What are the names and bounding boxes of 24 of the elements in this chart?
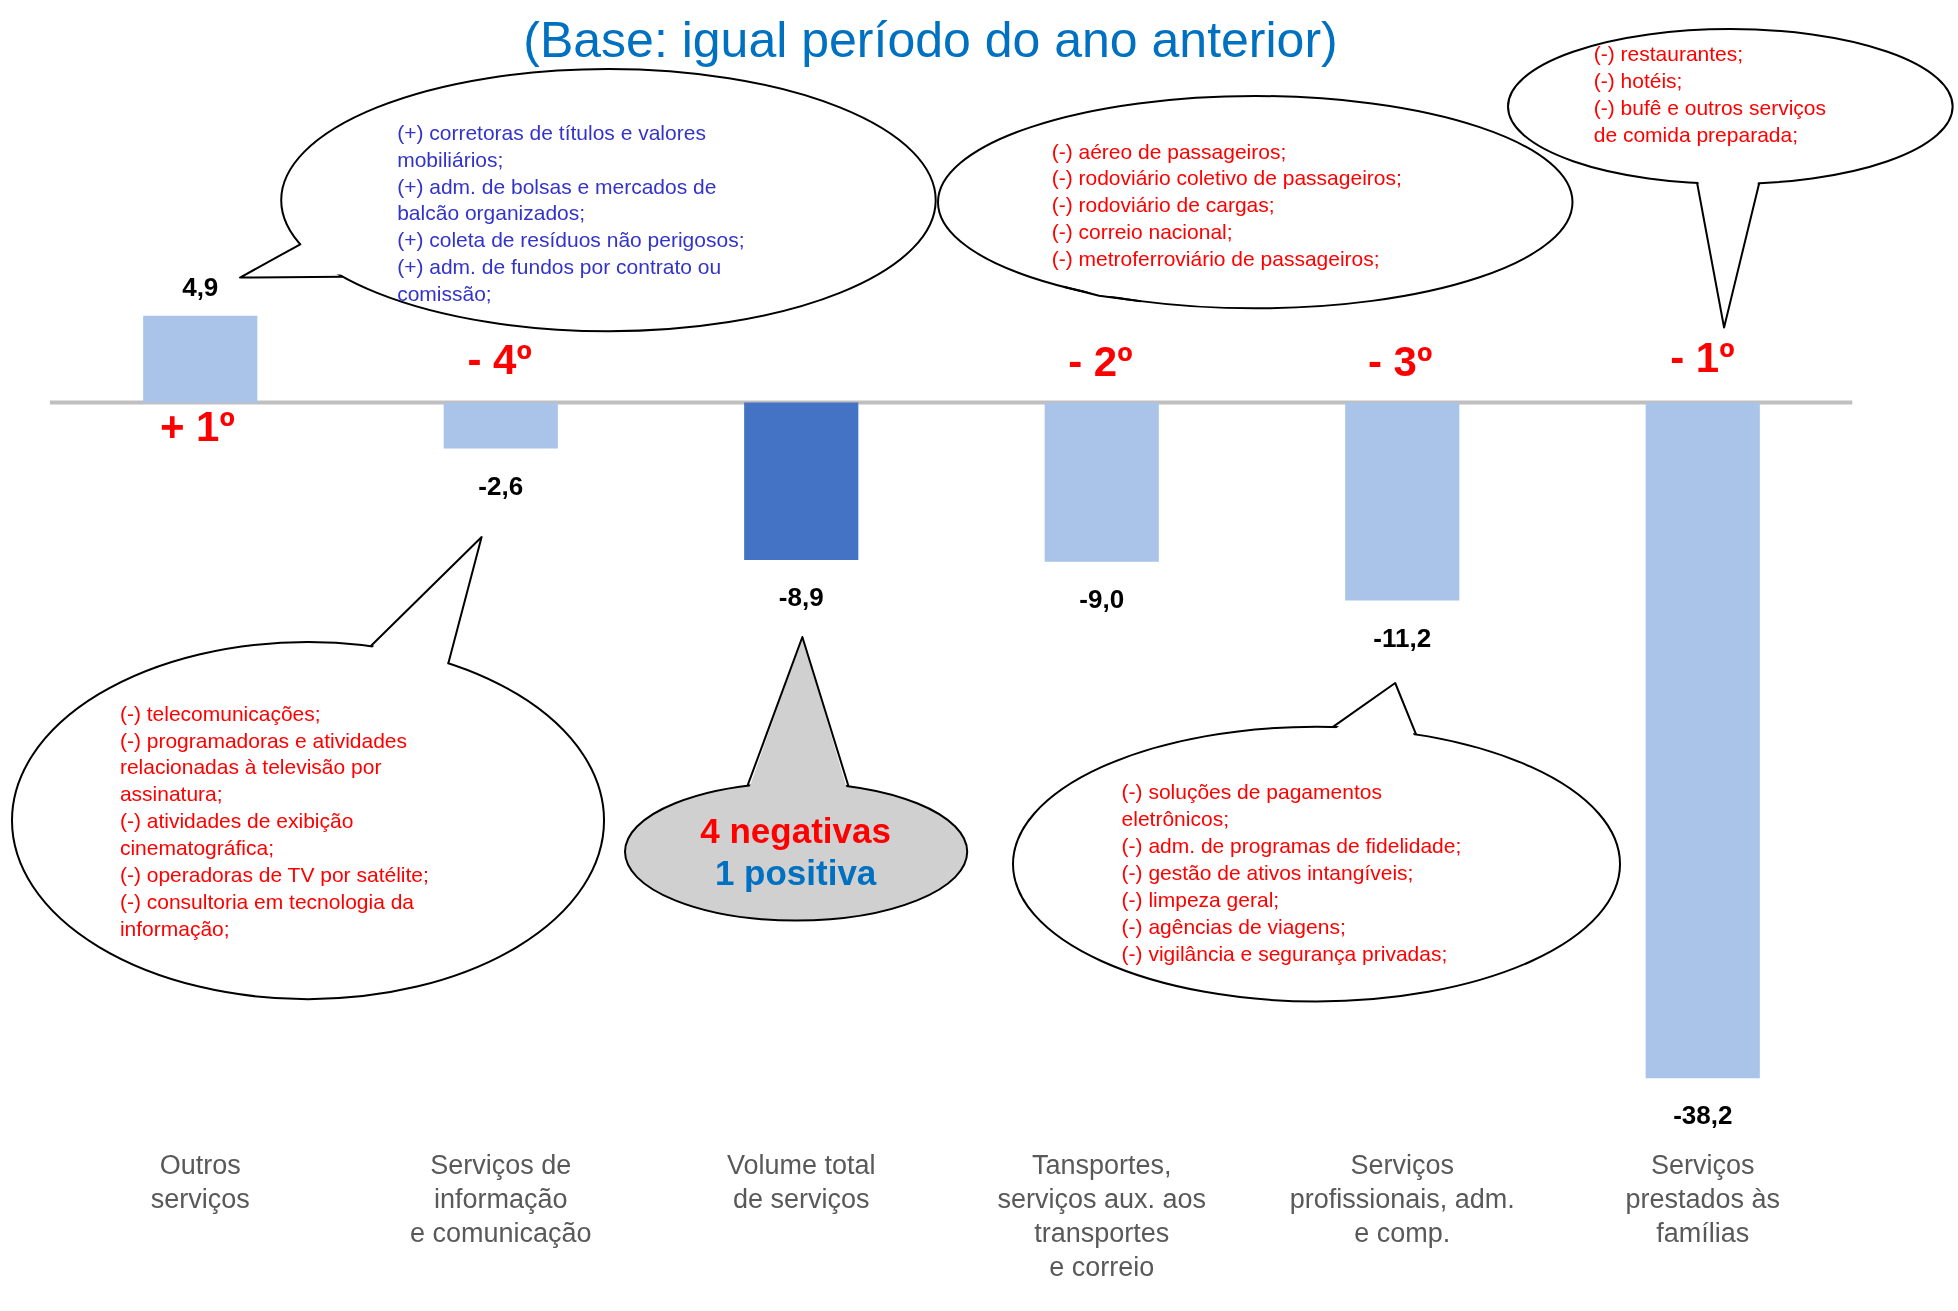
chart-title: (Base: igual período do ano anterior) [523,12,1338,69]
data-label: -38,2 [1673,1100,1733,1131]
x-tick-label: Outros serviços [150,1150,250,1215]
annotation: 4 negativas 1 positiva [699,809,892,894]
data-label: -9,0 [1079,583,1125,614]
text: (-) aéreo de passageiros; (-) rodoviário coletivo de passageiros; (-) rodoviário de cargas; (-) correio nacional; (-) metroferroviário de passageiros; [1051,138,1402,273]
text: (-) telecomunicações; (-) programadoras e atividades relacionadas à televisão por assinatura; (-) atividades de exibição cinematográfica; (-) operadoras de TV por satélite; (-) consultoria em tecnologia da informação; [119,701,429,940]
annotation: - 1º [1669,333,1736,384]
annotation: + 1º [158,402,236,453]
x-tick-label: Serviços profissionais, adm. e comp. [1289,1150,1515,1248]
annotation: - 3º [1366,337,1434,388]
data-label: -8,9 [778,582,824,613]
x-tick-label: Tansportes, serviços aux. aos transportes e correio [997,1150,1207,1282]
data-label: 4,9 [182,271,219,302]
x-tick-label: Serviços prestados às famílias [1625,1150,1781,1248]
data-label: -11,2 [1373,622,1432,653]
text: (+) corretoras de títulos e valores mobiliários; (+) adm. de bolsas e mercados de balcão organizados; (+) coleta de resíduos não perigosos; (+) adm. de fundos por contrato ou comissão; [397,119,745,308]
data-label: -2,6 [478,470,524,501]
annotation: - 2º [1067,337,1134,388]
x-tick-label: Volume total de serviços [726,1150,876,1215]
annotation: (-) soluções de pagamentos eletrônicos; (-) adm. de programas de fidelidade; (-) gestão de ativos intangíveis; (-) limpeza geral; (-) agências de viagens; (-) vigilância e segurança privadas; [1121,779,1462,967]
annotation: - 4º [466,334,533,385]
x-tick-label: Serviços de informação e comunicação [409,1150,592,1248]
text: (-) restaurantes; (-) hotéis; (-) bufê e outros serviços de comida preparada; [1593,41,1826,148]
